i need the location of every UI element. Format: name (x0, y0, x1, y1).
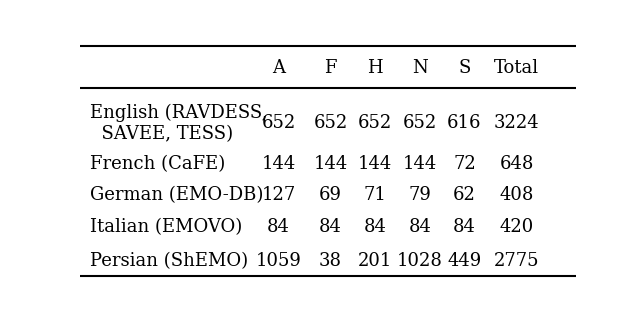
Text: 1028: 1028 (397, 252, 443, 270)
Text: Persian (ShEMO): Persian (ShEMO) (90, 252, 248, 270)
Text: 84: 84 (408, 218, 431, 236)
Text: 62: 62 (453, 187, 476, 204)
Text: Total: Total (494, 59, 539, 77)
Text: 2775: 2775 (493, 252, 540, 270)
Text: 79: 79 (408, 187, 431, 204)
Text: 3224: 3224 (493, 114, 540, 132)
Text: French (CaFE): French (CaFE) (90, 155, 225, 173)
Text: 38: 38 (319, 252, 342, 270)
Text: German (EMO-DB): German (EMO-DB) (90, 187, 263, 204)
Text: 84: 84 (364, 218, 387, 236)
Text: A: A (272, 59, 285, 77)
Text: English (RAVDESS,
  SAVEE, TESS): English (RAVDESS, SAVEE, TESS) (90, 104, 268, 143)
Text: 71: 71 (364, 187, 387, 204)
Text: 84: 84 (267, 218, 290, 236)
Text: 1059: 1059 (255, 252, 301, 270)
Text: 652: 652 (261, 114, 296, 132)
Text: 84: 84 (319, 218, 342, 236)
Text: 144: 144 (358, 155, 392, 173)
Text: 420: 420 (499, 218, 534, 236)
Text: 652: 652 (314, 114, 348, 132)
Text: 449: 449 (447, 252, 481, 270)
Text: F: F (324, 59, 337, 77)
Text: S: S (458, 59, 470, 77)
Text: 408: 408 (499, 187, 534, 204)
Text: 616: 616 (447, 114, 482, 132)
Text: 652: 652 (403, 114, 437, 132)
Text: 72: 72 (453, 155, 476, 173)
Text: 201: 201 (358, 252, 392, 270)
Text: 69: 69 (319, 187, 342, 204)
Text: 127: 127 (261, 187, 296, 204)
Text: N: N (412, 59, 428, 77)
Text: 648: 648 (499, 155, 534, 173)
Text: Italian (EMOVO): Italian (EMOVO) (90, 218, 242, 236)
Text: 652: 652 (358, 114, 392, 132)
Text: H: H (367, 59, 383, 77)
Text: 144: 144 (261, 155, 296, 173)
Text: 84: 84 (453, 218, 476, 236)
Text: 144: 144 (403, 155, 437, 173)
Text: 144: 144 (314, 155, 348, 173)
